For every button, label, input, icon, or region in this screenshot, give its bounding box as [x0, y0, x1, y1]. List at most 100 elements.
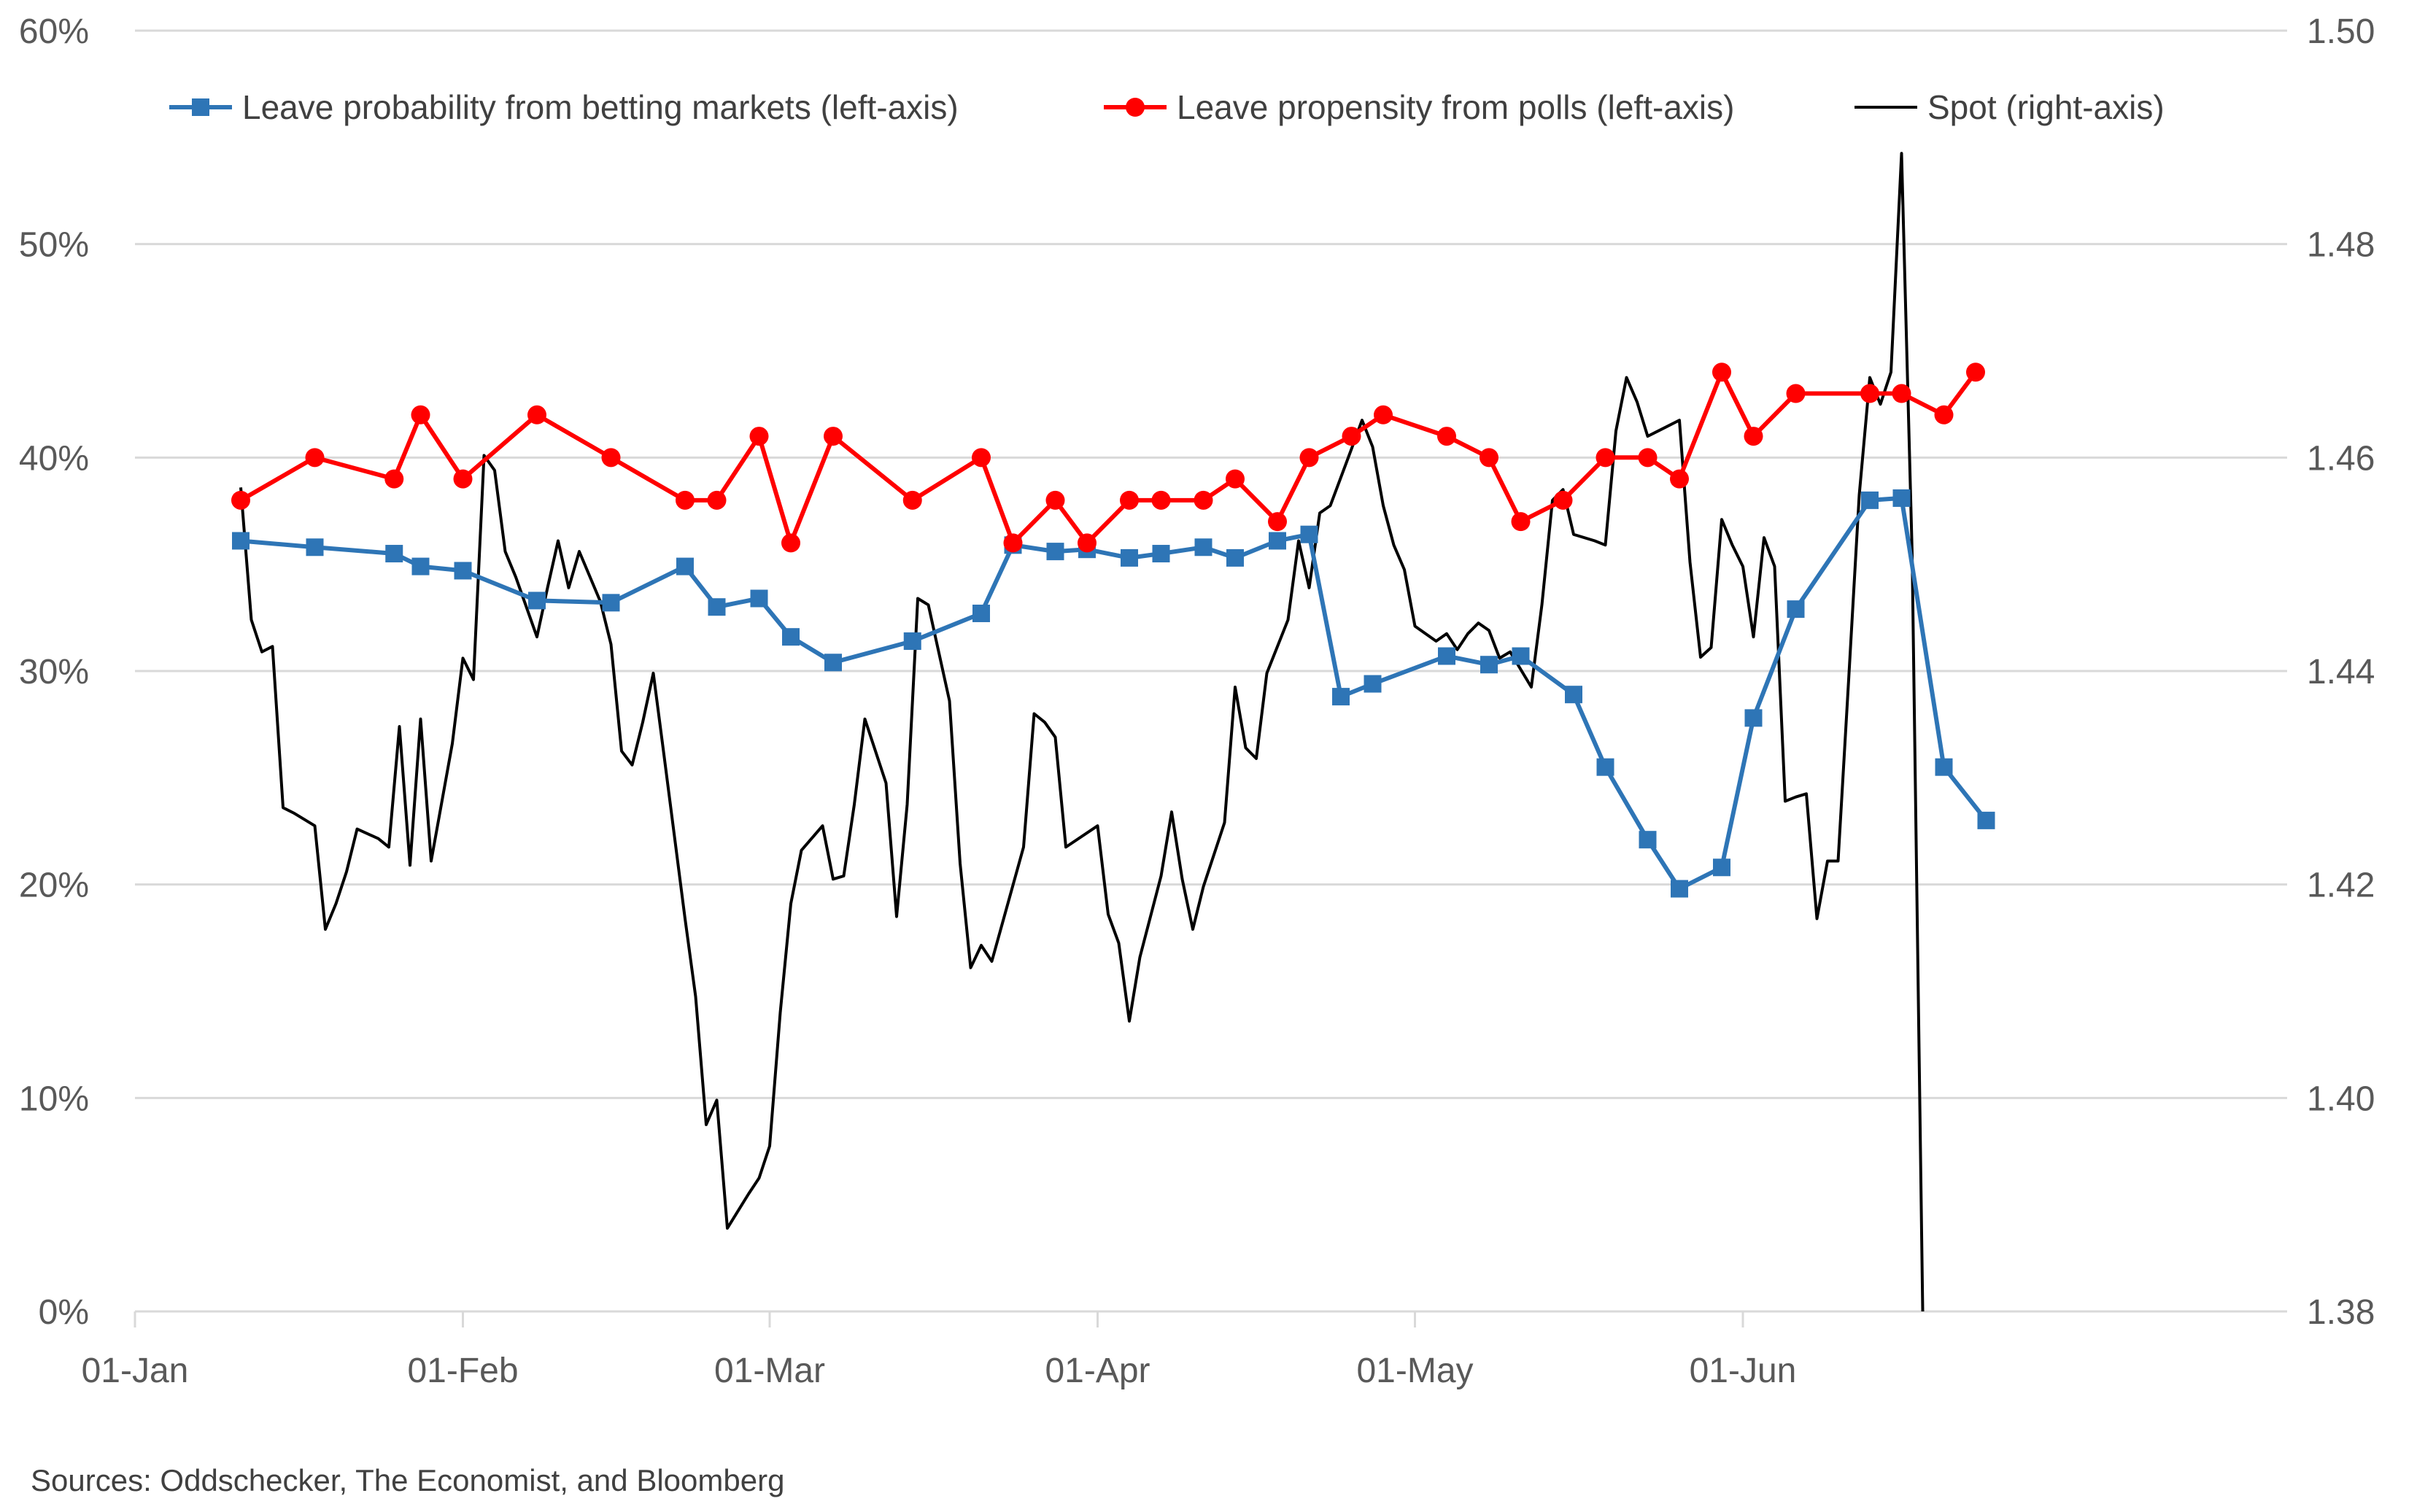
betting-point: [1300, 525, 1318, 543]
polls-point: [1744, 427, 1763, 446]
polls-point: [1860, 384, 1879, 403]
betting-point: [676, 557, 694, 575]
x-tick-label: 01-Jun: [1690, 1352, 1797, 1390]
betting-point: [602, 594, 620, 612]
polls-point: [231, 490, 250, 510]
polls-point: [1003, 533, 1023, 553]
polls-point: [1511, 512, 1531, 532]
polls-point: [1268, 512, 1287, 532]
betting-line: [240, 495, 1988, 891]
betting-point: [1152, 545, 1170, 563]
polls-point: [527, 405, 546, 424]
betting-point: [708, 598, 726, 616]
legend-label: Leave propensity from polls (left-axis): [1177, 88, 1734, 126]
polls-point: [1596, 448, 1615, 468]
betting-point: [1787, 600, 1805, 619]
polls-point: [453, 469, 473, 489]
polls-point: [601, 448, 621, 468]
y-left-tick-label: 50%: [19, 226, 89, 265]
betting-point: [385, 545, 403, 563]
y-left-tick-label: 0%: [39, 1293, 89, 1332]
legend-marker-square: [192, 98, 209, 116]
betting-point: [1269, 532, 1286, 550]
betting-point: [528, 592, 546, 610]
legend-item: Leave probability from betting markets (…: [169, 88, 959, 126]
polls-point: [1437, 427, 1456, 446]
polls-point: [1670, 469, 1689, 489]
betting-point: [1194, 538, 1212, 557]
legend-label: Spot (right-axis): [1927, 88, 2165, 126]
y-left-tick-label: 10%: [19, 1079, 89, 1118]
polls-point: [1194, 490, 1213, 510]
polls-point: [1299, 448, 1319, 468]
betting-point: [454, 562, 472, 580]
spot-line: [239, 152, 1925, 1312]
y-right-tick-label: 1.38: [2307, 1293, 2375, 1332]
y-left-tick-label: 60%: [19, 12, 89, 51]
polls-point: [1342, 427, 1361, 446]
polls-point: [902, 490, 922, 510]
betting-point: [782, 628, 800, 646]
polls-point: [781, 533, 800, 553]
legend-item: Spot (right-axis): [1854, 88, 2165, 126]
polls-point: [1934, 405, 1954, 424]
polls-point: [411, 405, 430, 424]
legend-item: Leave propensity from polls (left-axis): [1104, 88, 1734, 126]
betting-point: [1861, 491, 1879, 509]
polls-point: [1966, 363, 1985, 382]
y-right-tick-label: 1.44: [2307, 653, 2375, 691]
betting-point: [1977, 811, 1995, 829]
left-y-axis: 0% 10% 20% 30% 40% 50% 60%: [19, 12, 89, 1332]
betting-point: [1671, 880, 1688, 898]
legend-marker-circle: [1126, 98, 1145, 117]
x-tick-label: 01-May: [1356, 1352, 1473, 1390]
polls-point: [1480, 448, 1498, 468]
betting-point: [1332, 688, 1350, 706]
x-tick-label: 01-Apr: [1045, 1352, 1150, 1390]
right-y-axis: 1.38 1.40 1.42 1.44 1.46 1.48 1.50: [2307, 12, 2375, 1332]
betting-point: [750, 589, 768, 608]
polls-point: [972, 448, 991, 468]
betting-point: [1364, 675, 1382, 693]
betting-point: [1744, 709, 1763, 727]
x-tick-label: 01-Feb: [407, 1352, 518, 1390]
polls-point: [1120, 490, 1139, 510]
polls-point: [305, 448, 325, 468]
polls-point: [749, 427, 769, 446]
polls-point: [1078, 533, 1097, 553]
betting-point: [1046, 543, 1064, 561]
polls-point: [1374, 405, 1393, 424]
betting-point: [1596, 758, 1614, 776]
betting-point: [306, 538, 324, 557]
polls-point: [1712, 363, 1731, 382]
polls-point: [1638, 448, 1658, 468]
betting-point: [1713, 858, 1730, 877]
polls-point: [707, 490, 727, 510]
polls-point: [1786, 384, 1806, 403]
betting-point: [1438, 647, 1455, 665]
legend-label: Leave probability from betting markets (…: [242, 88, 959, 126]
betting-point: [903, 632, 921, 651]
source-note: Sources: Oddschecker, The Economist, and…: [31, 1463, 784, 1497]
polls-point: [384, 469, 404, 489]
polls-point: [1045, 490, 1065, 510]
betting-point: [1480, 656, 1498, 674]
betting-point: [232, 532, 250, 550]
betting-point: [1226, 548, 1244, 567]
y-left-tick-label: 20%: [19, 867, 89, 905]
y-right-tick-label: 1.40: [2307, 1079, 2375, 1118]
y-left-tick-label: 40%: [19, 439, 89, 478]
polls-point: [824, 427, 843, 446]
betting-point: [1121, 548, 1138, 567]
y-left-tick-label: 30%: [19, 653, 89, 691]
polls-point: [1226, 469, 1245, 489]
x-tick-label: 01-Mar: [714, 1352, 825, 1390]
betting-point: [1892, 489, 1911, 507]
legend: Leave probability from betting markets (…: [169, 88, 2165, 126]
series-layer: [231, 152, 1995, 1312]
betting-point: [1639, 831, 1657, 849]
betting-point: [1935, 758, 1953, 776]
betting-point: [972, 604, 990, 622]
polls-point: [1892, 384, 1911, 403]
